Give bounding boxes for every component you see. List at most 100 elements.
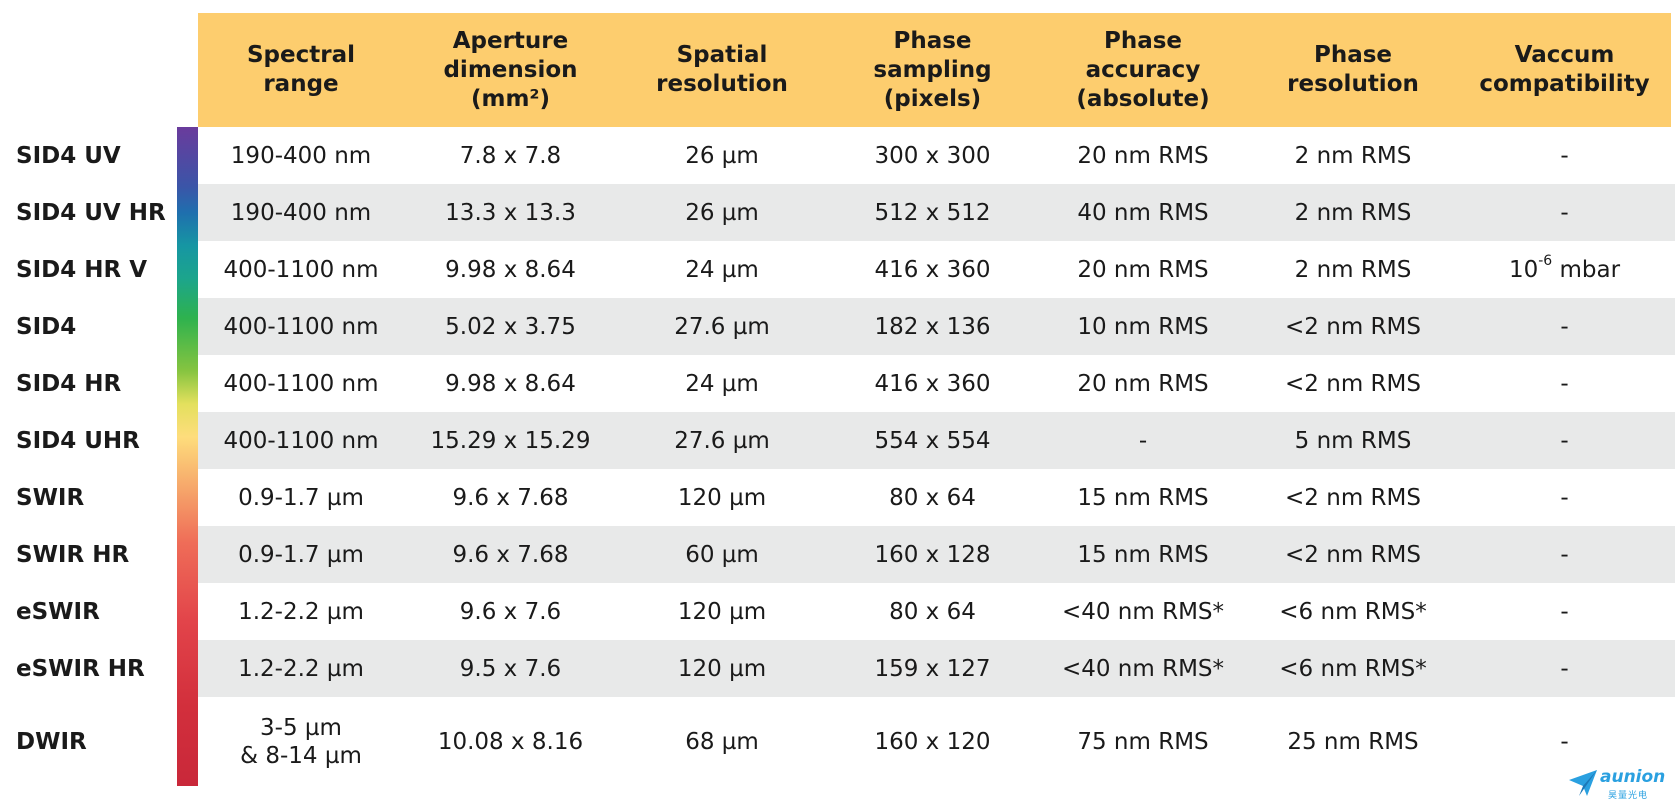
spectrum-color-bar	[177, 127, 198, 786]
table-row: SID4 400-1100 nm 5.02 x 3.75 27.6 µm 182 x 1…	[0, 298, 1675, 355]
cell-spatial-resolution: 24 µm	[685, 370, 759, 397]
cell-aperture: 9.6 x 7.68	[452, 484, 569, 511]
cell-vacuum: -	[1560, 313, 1569, 340]
cell-phase-accuracy: <40 nm RMS*	[1061, 655, 1225, 682]
cell-vacuum: -	[1560, 728, 1569, 755]
table-row: DWIR 3-5 µm & 8-14 µm 10.08 x 8.16 68 µm 160…	[0, 697, 1675, 786]
table-row: SWIR 0.9-1.7 µm 9.6 x 7.68 120 µm 80 x 64 15 …	[0, 469, 1675, 526]
table-row: SID4 UV 190-400 nm 7.8 x 7.8 26 µm 300 x 300…	[0, 127, 1675, 184]
table-row: SWIR HR 0.9-1.7 µm 9.6 x 7.68 60 µm 160 x 12…	[0, 526, 1675, 583]
cell-vacuum: -	[1560, 655, 1569, 682]
row-label: SID4	[16, 313, 77, 340]
row-label: DWIR	[16, 728, 87, 755]
cell-phase-sampling: 80 x 64	[889, 598, 976, 625]
cell-phase-accuracy: 40 nm RMS	[1077, 199, 1209, 226]
col-header-phase-accuracy: Phase accuracy (absolute)	[1076, 27, 1210, 112]
cell-vacuum: -	[1560, 541, 1569, 568]
row-label: SWIR HR	[16, 541, 130, 568]
cell-phase-resolution: <6 nm RMS*	[1279, 598, 1427, 625]
cell-phase-accuracy: 20 nm RMS	[1077, 142, 1209, 169]
row-label: SID4 HR	[16, 370, 122, 397]
cell-vacuum: -	[1560, 199, 1569, 226]
col-header-aperture-dimension: Aperture dimension (mm²)	[443, 27, 578, 112]
cell-spectral-range: 400-1100 nm	[223, 313, 379, 340]
vacuum-unit: mbar	[1552, 256, 1621, 283]
table-row: SID4 UV HR 190-400 nm 13.3 x 13.3 26 µm 512 …	[0, 184, 1675, 241]
row-label: SWIR	[16, 484, 85, 511]
cell-phase-sampling: 182 x 136	[874, 313, 991, 340]
cell-spectral-range: 190-400 nm	[230, 142, 372, 169]
table-header-band	[198, 13, 1671, 127]
table-row: eSWIR HR 1.2-2.2 µm 9.5 x 7.6 120 µm 159 x 1…	[0, 640, 1675, 697]
cell-aperture: 9.98 x 8.64	[445, 256, 576, 283]
cell-aperture: 13.3 x 13.3	[445, 199, 576, 226]
cell-phase-resolution: <2 nm RMS	[1285, 370, 1421, 397]
cell-phase-resolution: 5 nm RMS	[1294, 427, 1412, 454]
cell-phase-sampling: 300 x 300	[874, 142, 991, 169]
row-label: SID4 UV	[16, 142, 121, 169]
cell-phase-accuracy: <40 nm RMS*	[1061, 598, 1225, 625]
cell-phase-accuracy: 20 nm RMS	[1077, 370, 1209, 397]
cell-phase-sampling: 416 x 360	[874, 370, 991, 397]
cell-spatial-resolution: 60 µm	[685, 541, 759, 568]
col-header-spectral-range: Spectral range	[246, 42, 355, 97]
cell-spectral-range: 400-1100 nm	[223, 256, 379, 283]
cell-phase-accuracy: 75 nm RMS	[1077, 728, 1209, 755]
cell-phase-resolution: 2 nm RMS	[1294, 142, 1412, 169]
cell-spatial-resolution: 120 µm	[677, 598, 767, 625]
cell-aperture: 10.08 x 8.16	[437, 728, 584, 755]
cell-phase-resolution: <6 nm RMS*	[1279, 655, 1427, 682]
cell-spectral-range: 0.9-1.7 µm	[238, 541, 364, 568]
col-header-phase-resolution: Phase resolution	[1287, 42, 1419, 97]
cell-spatial-resolution: 27.6 µm	[674, 427, 770, 454]
cell-vacuum: -	[1560, 598, 1569, 625]
cell-phase-accuracy: 15 nm RMS	[1077, 484, 1209, 511]
cell-vacuum: -	[1560, 427, 1569, 454]
cell-phase-resolution: 25 nm RMS	[1287, 728, 1419, 755]
cell-phase-sampling: 416 x 360	[874, 256, 991, 283]
cell-vacuum: -	[1560, 484, 1569, 511]
aunion-logo-icon	[1569, 770, 1597, 796]
col-header-spatial-resolution: Spatial resolution	[656, 42, 788, 97]
table-row: SID4 HR 400-1100 nm 9.98 x 8.64 24 µm 416 x …	[0, 355, 1675, 412]
cell-phase-accuracy: 15 nm RMS	[1077, 541, 1209, 568]
cell-phase-resolution: <2 nm RMS	[1285, 313, 1421, 340]
vacuum-base: 10	[1508, 256, 1539, 283]
logo-text: aunion	[1600, 767, 1666, 787]
cell-aperture: 9.5 x 7.6	[459, 655, 562, 682]
cell-spatial-resolution: 24 µm	[685, 256, 759, 283]
cell-spectral-range: 1.2-2.2 µm	[238, 598, 364, 625]
cell-phase-resolution: <2 nm RMS	[1285, 484, 1421, 511]
cell-spatial-resolution: 26 µm	[685, 142, 759, 169]
cell-phase-resolution: 2 nm RMS	[1294, 256, 1412, 283]
cell-spatial-resolution: 120 µm	[677, 655, 767, 682]
vacuum-exponent: -6	[1538, 252, 1553, 269]
cell-spatial-resolution: 26 µm	[685, 199, 759, 226]
cell-phase-accuracy: -	[1138, 427, 1148, 454]
row-label: SID4 HR V	[16, 256, 147, 283]
cell-phase-resolution: <2 nm RMS	[1285, 541, 1421, 568]
cell-phase-accuracy: 20 nm RMS	[1077, 256, 1209, 283]
cell-phase-resolution: 2 nm RMS	[1294, 199, 1412, 226]
cell-aperture: 7.8 x 7.8	[459, 142, 562, 169]
row-label: SID4 UHR	[16, 427, 140, 454]
table-row: SID4 HR V 400-1100 nm 9.98 x 8.64 24 µm 416 …	[0, 241, 1675, 298]
row-label: eSWIR HR	[16, 655, 145, 682]
cell-spatial-resolution: 27.6 µm	[674, 313, 770, 340]
cell-aperture: 9.98 x 8.64	[445, 370, 576, 397]
cell-spectral-range: 400-1100 nm	[223, 427, 379, 454]
col-header-phase-sampling: Phase sampling (pixels)	[873, 27, 992, 112]
cell-spectral-range: 190-400 nm	[230, 199, 372, 226]
cell-vacuum: -	[1560, 370, 1569, 397]
cell-phase-sampling: 159 x 127	[874, 655, 991, 682]
cell-aperture: 5.02 x 3.75	[445, 313, 576, 340]
cell-spatial-resolution: 68 µm	[685, 728, 759, 755]
cell-aperture: 9.6 x 7.68	[452, 541, 569, 568]
cell-vacuum: 10 -6 mbar	[1458, 241, 1671, 298]
cell-spectral-range: 1.2-2.2 µm	[238, 655, 364, 682]
cell-phase-sampling: 80 x 64	[889, 484, 976, 511]
cell-vacuum: -	[1560, 142, 1569, 169]
cell-spectral-range: 400-1100 nm	[223, 370, 379, 397]
cell-spectral-range: 0.9-1.7 µm	[238, 484, 364, 511]
cell-phase-sampling: 160 x 120	[874, 728, 991, 755]
